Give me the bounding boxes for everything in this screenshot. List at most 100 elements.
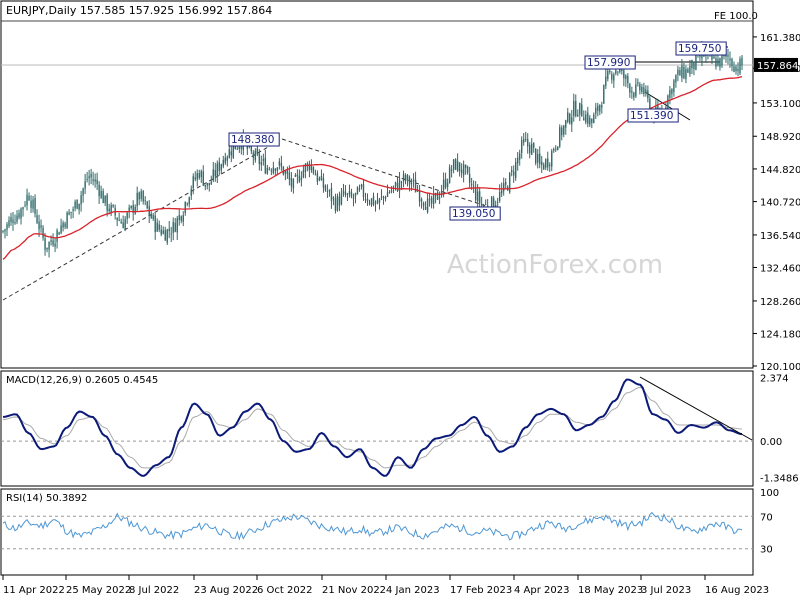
candle-body xyxy=(631,91,633,93)
date-tick-label: 4 Jan 2023 xyxy=(386,585,440,596)
candle-body xyxy=(40,225,42,228)
candle-body xyxy=(436,191,439,200)
candle-body xyxy=(633,92,635,98)
candle-body xyxy=(352,197,355,199)
candle-body xyxy=(514,161,517,178)
candle-body xyxy=(30,200,32,208)
candle-body xyxy=(104,195,106,203)
candle-body xyxy=(523,139,525,143)
candle-body xyxy=(667,95,669,110)
candle-body xyxy=(621,69,623,72)
candle-body xyxy=(512,171,515,176)
date-tick-label: 25 May 2022 xyxy=(66,585,131,596)
candle-body xyxy=(172,221,174,233)
level-label-box xyxy=(584,55,636,70)
candle-body xyxy=(358,188,361,190)
candle-body xyxy=(464,164,467,168)
macd-tick-label: 2.374 xyxy=(760,373,789,384)
candle-body xyxy=(378,198,381,203)
date-tick-label: 21 Nov 2022 xyxy=(322,585,386,596)
candle-body xyxy=(280,163,283,167)
date-tick-label: 23 Aug 2022 xyxy=(194,585,258,596)
candle-body xyxy=(727,54,729,57)
candle-body xyxy=(50,240,52,242)
price-tick-label: 153.100 xyxy=(760,99,800,110)
current-price-label: 157.864 xyxy=(757,61,798,72)
candle-body xyxy=(166,229,168,243)
candle-body xyxy=(581,104,583,117)
candle-body xyxy=(617,71,619,73)
candle-body xyxy=(120,221,122,224)
candle-body xyxy=(214,169,216,177)
price-tick-label: 120.100 xyxy=(760,362,800,373)
candle-body xyxy=(44,238,46,250)
candle-body xyxy=(350,192,353,197)
candle-body xyxy=(8,220,10,227)
candle-body xyxy=(134,206,136,214)
candle-body xyxy=(380,196,383,198)
candle-body xyxy=(693,61,695,70)
candle-body xyxy=(80,195,82,205)
level-label: 151.390 xyxy=(630,110,673,122)
candle-body xyxy=(140,191,142,199)
macd-tick-label: 0.00 xyxy=(760,437,782,448)
candle-body xyxy=(230,151,233,156)
candle-body xyxy=(549,164,551,166)
candle-body xyxy=(460,169,463,174)
candle-body xyxy=(470,184,473,185)
candle-body xyxy=(641,86,643,93)
candle-body xyxy=(224,157,227,163)
candle-body xyxy=(521,140,523,153)
candle-body xyxy=(226,157,229,161)
candle-body xyxy=(238,146,241,149)
candle-body xyxy=(304,164,307,172)
candle-body xyxy=(420,199,423,202)
candle-body xyxy=(430,197,433,204)
candle-body xyxy=(448,167,451,184)
candle-body xyxy=(452,159,455,170)
candle-body xyxy=(474,187,477,201)
candle-body xyxy=(316,173,319,182)
candle-body xyxy=(88,176,90,179)
level-label-box xyxy=(627,108,679,123)
candle-body xyxy=(146,201,148,209)
candle-body xyxy=(498,191,501,201)
price-tick-label: 128.260 xyxy=(760,297,800,308)
candle-body xyxy=(56,230,58,242)
candle-body xyxy=(60,225,62,234)
candle-body xyxy=(212,169,214,181)
candle-body xyxy=(218,162,220,171)
candle-body xyxy=(733,66,735,72)
candle-body xyxy=(711,51,713,60)
candle-body xyxy=(396,183,399,192)
candle-body xyxy=(72,209,74,211)
candle-body xyxy=(567,112,569,122)
candle-body xyxy=(28,196,30,201)
candle-body xyxy=(426,198,429,213)
candle-body xyxy=(432,193,435,204)
candle-body xyxy=(599,105,601,112)
candle-body xyxy=(198,173,200,179)
candle-body xyxy=(362,183,365,197)
candle-body xyxy=(74,201,76,209)
candle-body xyxy=(94,179,96,182)
candle-body xyxy=(508,172,511,193)
candle-body xyxy=(619,69,621,72)
candle-body xyxy=(328,190,331,191)
candle-body xyxy=(605,76,607,86)
candle-body xyxy=(450,169,453,172)
candle-body xyxy=(547,158,549,168)
candle-body xyxy=(10,217,12,222)
candle-body xyxy=(90,173,92,178)
candle-body xyxy=(272,167,275,174)
candle-body xyxy=(406,175,409,181)
candle-body xyxy=(20,208,22,219)
candle-body xyxy=(482,205,485,207)
candle-body xyxy=(264,157,267,174)
candle-body xyxy=(394,181,397,186)
candle-body xyxy=(158,224,160,230)
candle-body xyxy=(154,215,156,233)
level-label: 139.050 xyxy=(452,208,495,220)
candle-body xyxy=(82,188,84,196)
candle-body xyxy=(142,191,144,202)
